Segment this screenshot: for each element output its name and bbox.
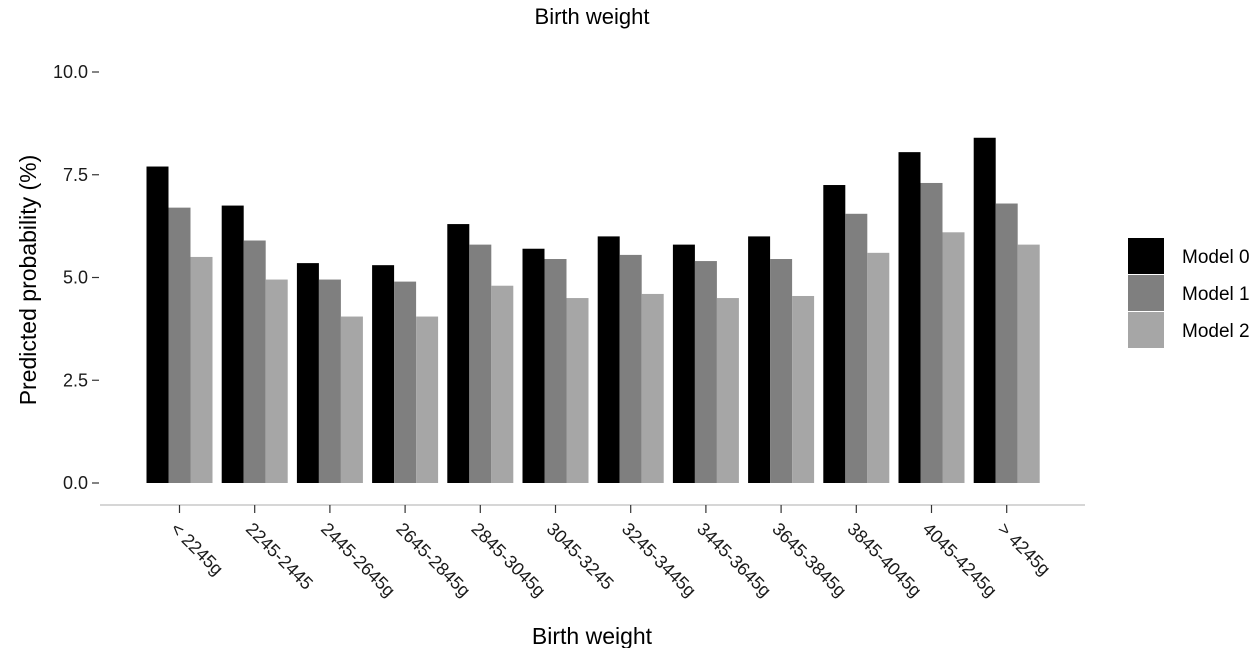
bar-model-1 bbox=[243, 240, 266, 483]
x-tick-label: 3445-3645g bbox=[693, 519, 775, 601]
bar-model-2 bbox=[867, 252, 890, 483]
bar-model-0 bbox=[221, 205, 244, 483]
bar-model-2 bbox=[566, 298, 589, 483]
y-tick-label: 0.0 bbox=[63, 473, 88, 493]
bar-model-2 bbox=[942, 232, 965, 483]
bar-model-0 bbox=[522, 248, 545, 483]
x-tick-label: 2645-2845g bbox=[392, 519, 474, 601]
bar-model-0 bbox=[146, 166, 169, 483]
chart-title: Birth weight bbox=[535, 4, 650, 29]
x-tick-label: < 2245g bbox=[167, 519, 228, 580]
x-tick-label: 3645-3845g bbox=[768, 519, 850, 601]
legend-swatch bbox=[1128, 312, 1164, 348]
bar-model-1 bbox=[544, 259, 567, 483]
x-axis: < 2245g 2245-2445 2445-2645g2645-2845g2845… bbox=[167, 505, 1055, 601]
legend-swatch bbox=[1128, 238, 1164, 274]
bar-model-1 bbox=[770, 259, 793, 483]
bar-model-2 bbox=[1017, 244, 1040, 483]
x-tick-label: 2245-2445 bbox=[242, 519, 317, 594]
legend-label: Model 2 bbox=[1182, 321, 1250, 342]
bar-model-2 bbox=[265, 279, 288, 483]
x-tick-label: 2445-2645g bbox=[317, 519, 399, 601]
bar-model-1 bbox=[845, 213, 868, 484]
x-tick-label: 4045-4245g bbox=[919, 519, 1001, 601]
y-tick-label: 2.5 bbox=[63, 370, 88, 390]
bars-group bbox=[146, 137, 1040, 484]
bar-model-2 bbox=[792, 295, 815, 483]
bar-model-1 bbox=[469, 244, 492, 483]
bar-model-0 bbox=[898, 152, 921, 483]
bar-model-0 bbox=[372, 265, 395, 483]
bar-model-2 bbox=[491, 285, 514, 483]
y-tick-label: 7.5 bbox=[63, 165, 88, 185]
bar-model-1 bbox=[168, 207, 191, 483]
y-tick-label: 5.0 bbox=[63, 268, 88, 288]
y-tick-label: 10.0 bbox=[53, 62, 88, 82]
bar-model-2 bbox=[641, 293, 664, 483]
x-tick-label: 3245-3445g bbox=[618, 519, 700, 601]
bar-model-0 bbox=[672, 244, 695, 483]
x-tick-label: 3045-3245 bbox=[543, 519, 618, 594]
legend-swatch bbox=[1128, 275, 1164, 311]
bar-model-1 bbox=[619, 254, 642, 483]
legend: Model 0 Model 1 Model 2 bbox=[1128, 238, 1250, 348]
bar-model-0 bbox=[748, 236, 771, 483]
x-axis-title: Birth weight bbox=[532, 623, 653, 648]
bar-model-2 bbox=[340, 316, 363, 483]
bar-model-1 bbox=[995, 203, 1018, 483]
bar-model-0 bbox=[447, 224, 470, 483]
legend-label: Model 0 bbox=[1182, 247, 1250, 268]
bar-model-0 bbox=[597, 236, 620, 483]
bar-model-1 bbox=[920, 182, 943, 483]
bar-model-0 bbox=[973, 137, 996, 483]
bar-model-0 bbox=[296, 263, 319, 483]
bar-model-1 bbox=[394, 281, 417, 483]
y-axis-title: Predicted probability (%) bbox=[15, 155, 41, 406]
x-tick-label: > 4245g bbox=[994, 519, 1055, 580]
bar-model-1 bbox=[694, 261, 717, 483]
y-axis: 0.0 2.5 5.0 7.5 10.0 bbox=[53, 62, 99, 493]
x-tick-label: 2845-3045g bbox=[467, 519, 549, 601]
legend-label: Model 1 bbox=[1182, 284, 1250, 305]
bar-model-2 bbox=[416, 316, 439, 483]
bar-model-0 bbox=[823, 185, 846, 483]
bar-model-1 bbox=[318, 279, 341, 483]
bar-model-2 bbox=[716, 298, 739, 483]
bar-model-2 bbox=[190, 256, 213, 483]
x-tick-label: 3845-4045g bbox=[843, 519, 925, 601]
